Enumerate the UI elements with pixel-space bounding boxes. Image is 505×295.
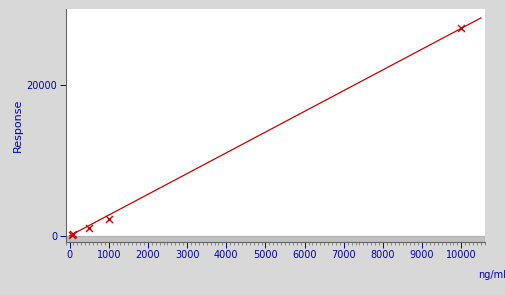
Point <box>68 233 76 237</box>
Point <box>457 25 465 30</box>
X-axis label: ng/mL: ng/mL <box>478 270 505 280</box>
Point <box>85 226 93 231</box>
Y-axis label: Response: Response <box>13 99 22 152</box>
Bar <box>66 236 485 242</box>
Point <box>105 217 113 222</box>
Point <box>70 232 78 237</box>
